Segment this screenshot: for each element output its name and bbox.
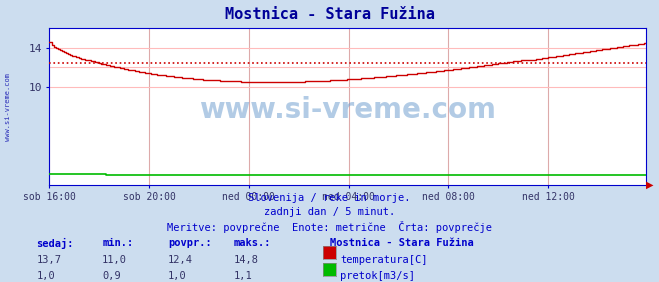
Text: sedaj:: sedaj: xyxy=(36,238,74,249)
Text: 11,0: 11,0 xyxy=(102,255,127,265)
Text: povpr.:: povpr.: xyxy=(168,238,212,248)
Text: min.:: min.: xyxy=(102,238,133,248)
Text: www.si-vreme.com: www.si-vreme.com xyxy=(199,96,496,124)
Text: 13,7: 13,7 xyxy=(36,255,61,265)
Text: maks.:: maks.: xyxy=(234,238,272,248)
Text: zadnji dan / 5 minut.: zadnji dan / 5 minut. xyxy=(264,207,395,217)
Text: ▶: ▶ xyxy=(646,180,653,190)
Text: 12,4: 12,4 xyxy=(168,255,193,265)
Text: Mostnica - Stara Fužina: Mostnica - Stara Fužina xyxy=(330,238,473,248)
Text: temperatura[C]: temperatura[C] xyxy=(340,255,428,265)
Text: Meritve: povprečne  Enote: metrične  Črta: povprečje: Meritve: povprečne Enote: metrične Črta:… xyxy=(167,221,492,233)
Text: 1,1: 1,1 xyxy=(234,271,252,281)
Text: 1,0: 1,0 xyxy=(36,271,55,281)
Text: 1,0: 1,0 xyxy=(168,271,186,281)
Text: 14,8: 14,8 xyxy=(234,255,259,265)
Text: www.si-vreme.com: www.si-vreme.com xyxy=(5,73,11,141)
Text: 0,9: 0,9 xyxy=(102,271,121,281)
Text: Slovenija / reke in morje.: Slovenija / reke in morje. xyxy=(248,193,411,203)
Text: Mostnica - Stara Fužina: Mostnica - Stara Fužina xyxy=(225,7,434,22)
Text: pretok[m3/s]: pretok[m3/s] xyxy=(340,271,415,281)
